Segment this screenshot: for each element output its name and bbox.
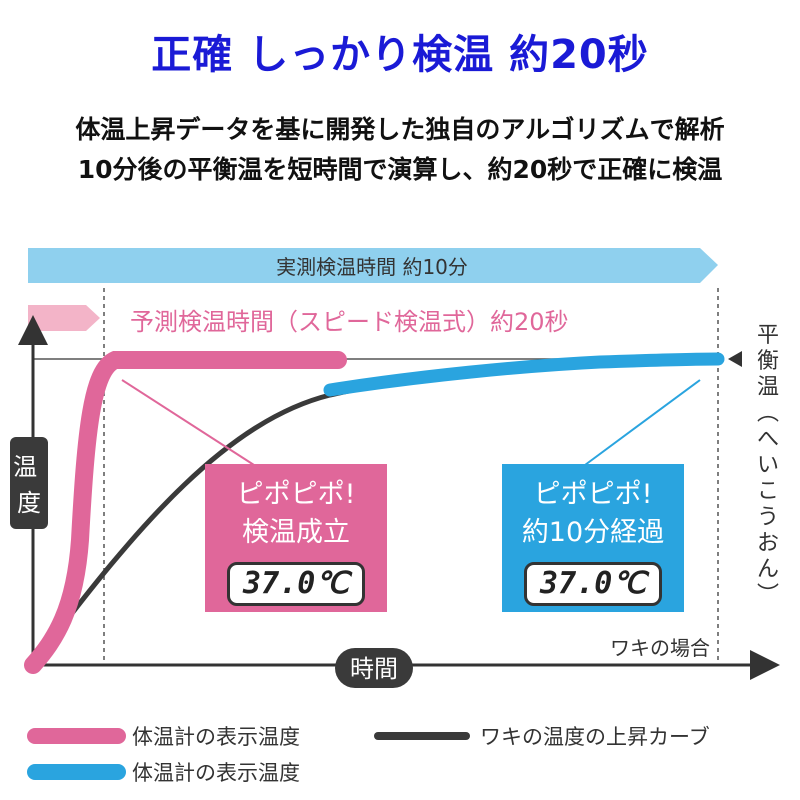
measured-time-label: 実測検温時間 約10分 (276, 255, 468, 279)
subtitle-line-1: 体温上昇データを基に開発した独自のアルゴリズムで解析 (75, 115, 725, 144)
display-temperature-pink-curve (24, 351, 347, 674)
blue-thermometer-display: 37.0℃ (524, 562, 662, 606)
pink-callout-line2: 検温成立 (242, 517, 350, 548)
measured-time-arrow (28, 248, 718, 283)
legend-dark-label: ワキの温度の上昇カーブ (480, 725, 710, 749)
blue-callout-box: ピポピポ! 約10分経過 37.0℃ (502, 464, 684, 612)
y-axis-label-box (10, 437, 48, 529)
legend-blue-label: 体温計の表示温度 (132, 761, 300, 785)
page-title: 正確 しっかり検温 約20秒 (151, 32, 649, 78)
x-axis-note: ワキの場合 (610, 636, 710, 660)
legend-pink-label: 体温計の表示温度 (132, 725, 300, 749)
equilibrium-pointer-icon (728, 351, 742, 367)
pink-callout-pointer (121, 379, 255, 466)
pink-callout-line1: ピポピポ! (236, 479, 356, 510)
pink-callout-box: ピポピポ! 検温成立 37.0℃ (205, 464, 387, 612)
display-temperature-blue-curve (323, 352, 725, 397)
blue-callout-line2: 約10分経過 (521, 517, 665, 548)
predicted-time-label: 予測検温時間（スピード検温式）約20秒 (130, 308, 569, 336)
predicted-time-arrow (28, 305, 100, 331)
blue-callout-pointer (584, 379, 701, 466)
pink-thermometer-display: 37.0℃ (227, 562, 365, 606)
y-axis-label: 温 度 (13, 453, 45, 517)
subtitle-line-2: 10分後の平衡温を短時間で演算し、約20秒で正確に検温 (77, 155, 723, 184)
x-axis-label-box (335, 648, 413, 688)
blue-callout-line1: ピポピポ! (533, 479, 653, 510)
x-axis-label: 時間 (350, 655, 398, 683)
equilibrium-label: 平衡温︵へいこうおん︶ (757, 323, 779, 608)
